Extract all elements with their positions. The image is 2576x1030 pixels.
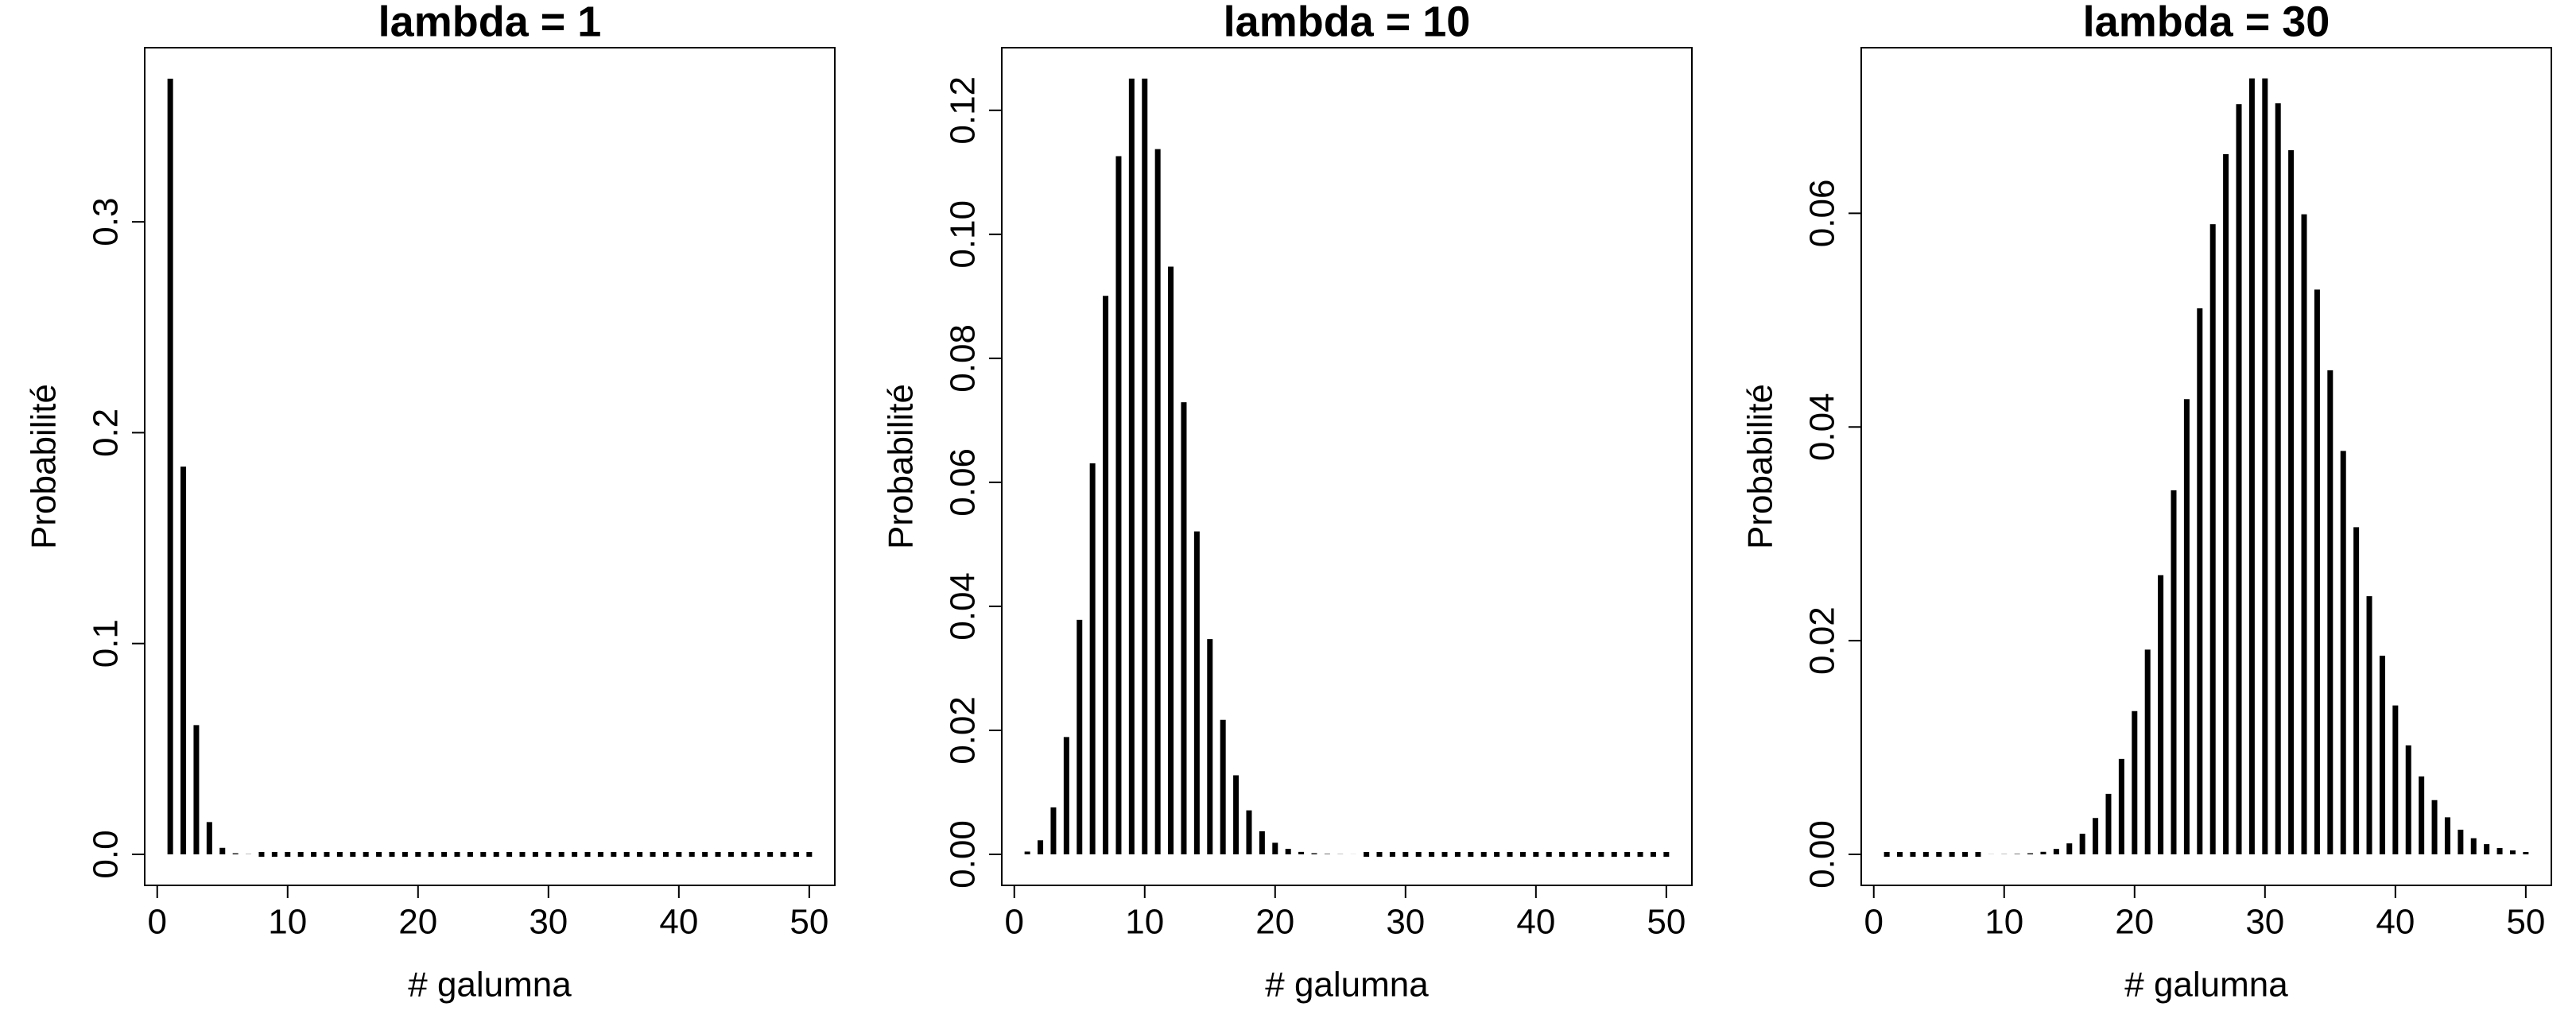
plot-frame	[1860, 47, 2552, 886]
y-tick-label: 0.02	[944, 696, 983, 765]
x-tick-label: 20	[1255, 903, 1294, 942]
x-tick-label: 10	[268, 903, 307, 942]
x-tick-label: 40	[659, 903, 698, 942]
chart-title: lambda = 1	[378, 0, 602, 45]
y-axis-label: Probabilité	[25, 384, 64, 549]
y-tick-label: 0.3	[87, 198, 126, 246]
y-tick-label: 0.06	[1803, 180, 1842, 248]
x-axis-label: # galumna	[2124, 966, 2288, 1005]
y-tick-label: 0.0	[87, 830, 126, 878]
x-tick-label: 0	[1864, 903, 1884, 942]
y-tick-label: 0.06	[944, 448, 983, 517]
y-tick-label: 0.02	[1803, 606, 1842, 675]
chart-title: lambda = 10	[1224, 0, 1471, 45]
x-tick-label: 50	[789, 903, 828, 942]
x-tick-label: 0	[148, 903, 167, 942]
x-tick-label: 30	[529, 903, 568, 942]
x-tick-label: 0	[1005, 903, 1024, 942]
y-axis-label: Probabilité	[1741, 384, 1780, 549]
y-tick-label: 0.1	[87, 619, 126, 668]
y-tick-label: 0.2	[87, 409, 126, 457]
plot-frame	[1001, 47, 1693, 886]
x-tick-label: 30	[2245, 903, 2284, 942]
y-tick-label: 0.08	[944, 324, 983, 393]
x-axis-label: # galumna	[1265, 966, 1429, 1005]
x-tick-label: 50	[2506, 903, 2545, 942]
x-tick-label: 40	[2376, 903, 2415, 942]
x-tick-label: 10	[1125, 903, 1164, 942]
x-tick-label: 20	[398, 903, 437, 942]
y-tick-label: 0.12	[944, 76, 983, 145]
y-tick-label: 0.04	[944, 572, 983, 641]
x-tick-label: 10	[1984, 903, 2023, 942]
y-tick-label: 0.10	[944, 200, 983, 269]
y-tick-label: 0.00	[944, 820, 983, 889]
x-tick-label: 50	[1647, 903, 1686, 942]
x-tick-label: 40	[1516, 903, 1555, 942]
y-tick-label: 0.04	[1803, 393, 1842, 461]
x-tick-label: 30	[1386, 903, 1425, 942]
y-axis-label: Probabilité	[882, 384, 921, 549]
y-tick-label: 0.00	[1803, 820, 1842, 889]
plot-frame	[144, 47, 836, 886]
x-tick-label: 20	[2115, 903, 2154, 942]
x-axis-label: # galumna	[408, 966, 572, 1005]
chart-title: lambda = 30	[2083, 0, 2330, 45]
